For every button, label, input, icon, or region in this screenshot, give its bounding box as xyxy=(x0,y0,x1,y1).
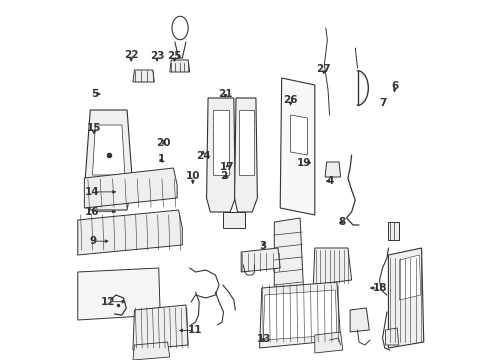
Text: 13: 13 xyxy=(256,334,270,345)
Polygon shape xyxy=(206,98,235,212)
Polygon shape xyxy=(263,290,336,340)
Text: 4: 4 xyxy=(326,176,333,186)
Text: 17: 17 xyxy=(220,162,234,172)
Text: 24: 24 xyxy=(195,150,210,161)
Polygon shape xyxy=(314,332,342,353)
Text: 6: 6 xyxy=(390,81,397,91)
Polygon shape xyxy=(234,98,257,212)
Polygon shape xyxy=(133,305,188,350)
Text: 23: 23 xyxy=(149,51,164,61)
Ellipse shape xyxy=(172,16,188,40)
Text: 9: 9 xyxy=(90,236,97,246)
Polygon shape xyxy=(169,60,189,72)
Polygon shape xyxy=(78,210,182,255)
Polygon shape xyxy=(85,110,132,210)
Polygon shape xyxy=(349,308,368,332)
Polygon shape xyxy=(133,70,154,82)
Text: 21: 21 xyxy=(218,89,232,99)
Polygon shape xyxy=(239,110,253,175)
Text: 7: 7 xyxy=(378,98,386,108)
Polygon shape xyxy=(399,255,420,300)
Text: 12: 12 xyxy=(101,297,116,307)
Polygon shape xyxy=(78,268,160,320)
Text: 25: 25 xyxy=(167,51,182,61)
Text: 1: 1 xyxy=(157,154,164,165)
Polygon shape xyxy=(84,168,177,208)
Text: 26: 26 xyxy=(283,95,297,105)
Text: 27: 27 xyxy=(316,64,330,74)
Polygon shape xyxy=(290,115,307,155)
Polygon shape xyxy=(133,342,169,360)
Polygon shape xyxy=(280,78,314,215)
Text: 18: 18 xyxy=(372,283,386,293)
Polygon shape xyxy=(223,212,244,228)
Text: 20: 20 xyxy=(156,138,171,148)
Text: 16: 16 xyxy=(85,207,99,217)
Text: 22: 22 xyxy=(123,50,138,60)
Polygon shape xyxy=(241,248,280,272)
Text: 11: 11 xyxy=(187,325,202,336)
Text: 15: 15 xyxy=(86,123,101,133)
Text: 2: 2 xyxy=(220,171,227,181)
Polygon shape xyxy=(213,110,229,175)
Polygon shape xyxy=(325,162,340,177)
Text: 10: 10 xyxy=(185,171,200,181)
Polygon shape xyxy=(92,125,124,175)
Polygon shape xyxy=(274,218,303,300)
Polygon shape xyxy=(385,328,398,345)
Text: 8: 8 xyxy=(338,217,346,227)
Polygon shape xyxy=(268,285,307,307)
Polygon shape xyxy=(387,222,399,240)
Text: 3: 3 xyxy=(259,240,266,251)
Text: 19: 19 xyxy=(297,158,311,168)
Text: 14: 14 xyxy=(85,187,100,197)
Text: 5: 5 xyxy=(91,89,99,99)
Polygon shape xyxy=(259,282,340,348)
Polygon shape xyxy=(313,248,351,285)
Polygon shape xyxy=(387,248,423,348)
